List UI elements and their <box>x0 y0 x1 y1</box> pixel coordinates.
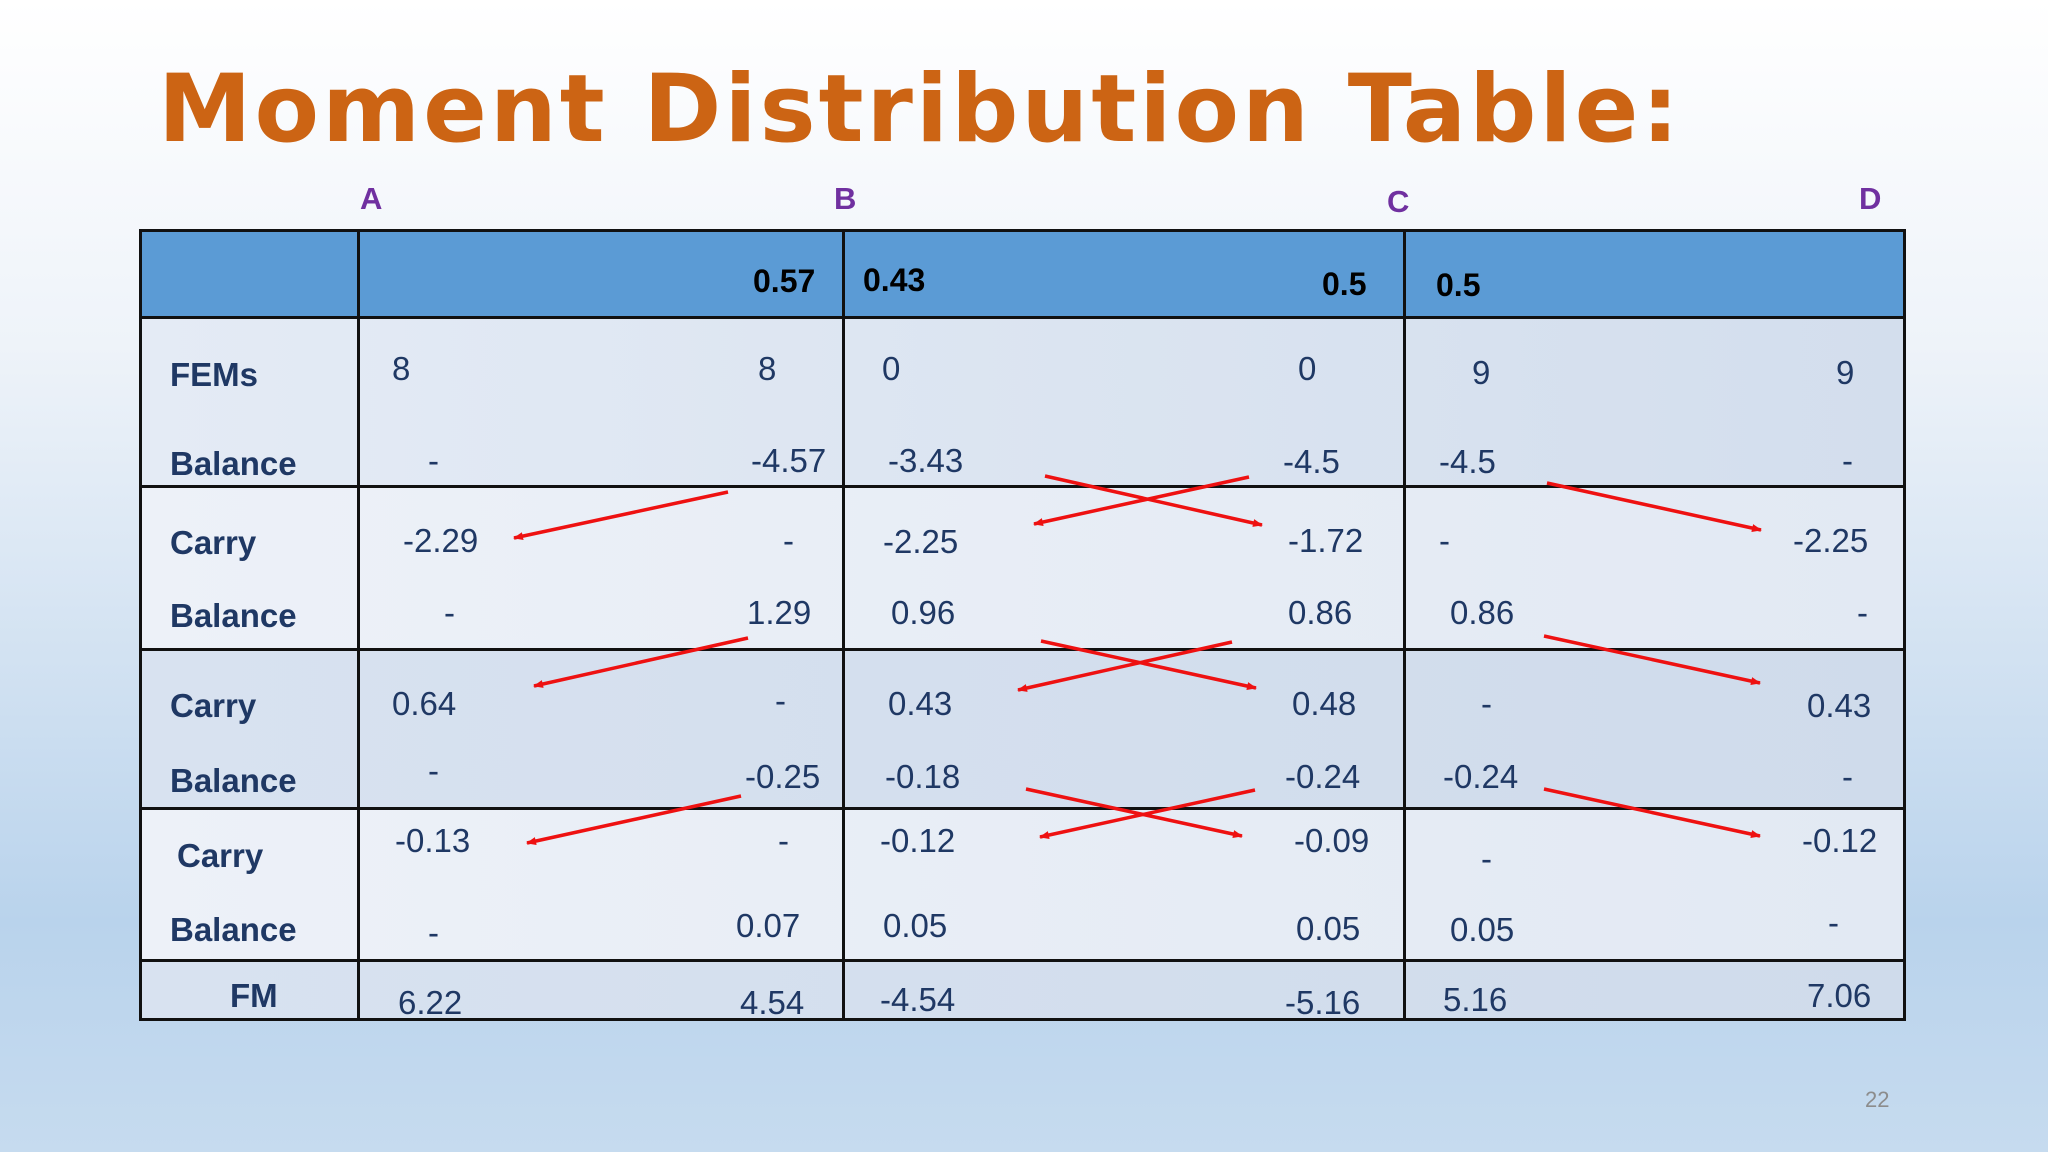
cell-balance-3-ab: - <box>428 752 439 789</box>
cell-balance-3-cb: -0.24 <box>1285 758 1361 795</box>
cell-balance-2-dc: - <box>1857 594 1868 631</box>
cell-carry-2-bc: 0.43 <box>888 685 953 722</box>
cell-balance-4-cb: 0.05 <box>1296 910 1361 947</box>
cell-fems-cb: 0 <box>1298 350 1317 387</box>
column-divider <box>357 232 360 1018</box>
cell-balance-1-ba: -4.57 <box>751 442 827 479</box>
cell-fm-dc: 7.06 <box>1807 977 1872 1014</box>
page-number: 22 <box>1865 1087 1890 1112</box>
row-divider <box>142 648 1903 651</box>
cell-carry-3-cb: -0.09 <box>1294 822 1370 859</box>
cell-carry-1-cb: -1.72 <box>1288 522 1364 559</box>
row-divider <box>142 316 1903 319</box>
joint-label-b: B <box>834 181 857 216</box>
distribution-factor-cb: 0.5 <box>1322 266 1367 302</box>
row-label-carry: Carry <box>177 837 264 874</box>
cell-balance-2-bc: 0.96 <box>891 594 956 631</box>
cell-fm-cd: 5.16 <box>1443 981 1508 1018</box>
cell-carry-2-ba: - <box>775 682 786 719</box>
cell-balance-2-cb: 0.86 <box>1288 594 1353 631</box>
cell-balance-1-cd: -4.5 <box>1439 443 1496 480</box>
cell-balance-3-ba: -0.25 <box>745 758 821 795</box>
column-divider <box>1403 232 1406 1018</box>
cell-balance-4-cd: 0.05 <box>1450 911 1515 948</box>
cell-carry-3-dc: -0.12 <box>1802 822 1878 859</box>
cell-balance-4-dc: - <box>1828 904 1839 941</box>
cell-balance-2-ab: - <box>444 594 455 631</box>
cell-carry-1-dc: -2.25 <box>1793 522 1869 559</box>
band-fems-balance <box>142 318 1903 487</box>
cell-balance-1-bc: -3.43 <box>888 442 964 479</box>
cell-fm-ab: 6.22 <box>398 984 463 1021</box>
row-label-fems: FEMs <box>170 356 259 393</box>
row-divider <box>142 485 1903 488</box>
cell-carry-2-dc: 0.43 <box>1807 687 1872 724</box>
band-carry-1 <box>142 487 1903 650</box>
row-label-balance: Balance <box>170 445 297 482</box>
cell-balance-3-cd: -0.24 <box>1443 758 1519 795</box>
joint-label-d: D <box>1859 181 1882 216</box>
row-divider <box>142 959 1903 962</box>
cell-balance-1-dc: - <box>1842 442 1853 479</box>
distribution-factor-cd: 0.5 <box>1436 267 1481 303</box>
cell-balance-2-cd: 0.86 <box>1450 594 1515 631</box>
row-label-carry: Carry <box>170 687 257 724</box>
band-carry-2 <box>142 650 1903 809</box>
row-divider <box>142 807 1903 810</box>
cell-carry-3-ba: - <box>778 822 789 859</box>
band-final-moments <box>142 961 1903 1018</box>
cell-carry-3-ab: -0.13 <box>395 822 471 859</box>
row-label-balance: Balance <box>170 597 297 634</box>
cell-carry-1-bc: -2.25 <box>883 523 959 560</box>
slide-title: Moment Distribution Table: <box>158 55 1682 164</box>
cell-balance-3-dc: - <box>1842 758 1853 795</box>
row-label-balance: Balance <box>170 911 297 948</box>
cell-fems-cd: 9 <box>1472 354 1491 391</box>
cell-carry-2-ab: 0.64 <box>392 685 457 722</box>
cell-fm-cb: -5.16 <box>1285 984 1361 1021</box>
row-label-carry: Carry <box>170 524 257 561</box>
cell-balance-1-ab: - <box>428 442 439 479</box>
cell-balance-4-ab: - <box>428 914 439 951</box>
cell-carry-3-cd: - <box>1481 840 1492 877</box>
joint-label-c: C <box>1387 184 1410 219</box>
cell-balance-1-cb: -4.5 <box>1283 443 1340 480</box>
cell-balance-4-bc: 0.05 <box>883 907 948 944</box>
cell-fems-bc: 0 <box>882 350 901 387</box>
row-label-balance: Balance <box>170 762 297 799</box>
cell-balance-2-ba: 1.29 <box>747 594 812 631</box>
joint-label-a: A <box>360 181 383 216</box>
moment-distribution-table: 0.57 0.43 0.5 0.5 FEMs Balance Carry Bal… <box>139 229 1906 1021</box>
cell-carry-1-ba: - <box>783 522 794 559</box>
cell-fems-ab: 8 <box>392 350 411 387</box>
cell-carry-1-ab: -2.29 <box>403 522 479 559</box>
cell-fems-dc: 9 <box>1836 354 1855 391</box>
cell-carry-3-bc: -0.12 <box>880 822 956 859</box>
distribution-factor-ba: 0.57 <box>753 263 816 299</box>
header-band <box>142 232 1903 318</box>
row-label-fm: FM <box>230 977 278 1014</box>
cell-carry-1-cd: - <box>1439 522 1450 559</box>
cell-fems-ba: 8 <box>758 350 777 387</box>
column-divider <box>842 232 845 1018</box>
cell-balance-3-bc: -0.18 <box>885 758 961 795</box>
cell-carry-2-cd: - <box>1481 685 1492 722</box>
cell-fm-ba: 4.54 <box>740 984 805 1021</box>
cell-balance-4-ba: 0.07 <box>736 907 801 944</box>
cell-carry-2-cb: 0.48 <box>1292 685 1357 722</box>
distribution-factor-bc: 0.43 <box>863 262 926 298</box>
cell-fm-bc: -4.54 <box>880 981 956 1018</box>
